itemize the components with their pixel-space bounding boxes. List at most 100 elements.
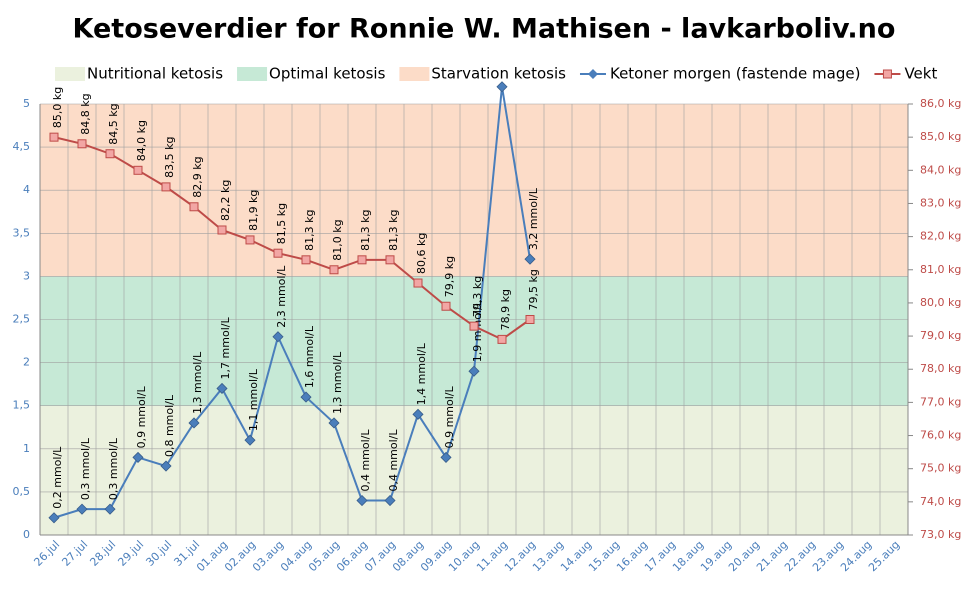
marker — [496, 81, 508, 93]
marker — [497, 334, 507, 344]
data-label: 79,9 kg — [443, 256, 456, 297]
legend-label: Ketoner morgen (fastende mage) — [610, 65, 860, 83]
marker — [412, 408, 424, 420]
band — [40, 405, 908, 535]
marker — [301, 255, 311, 265]
marker — [245, 235, 255, 245]
marker — [328, 417, 340, 429]
y2-tick-label: 77,0 kg — [920, 395, 961, 408]
legend-label: Starvation ketosis — [431, 65, 566, 83]
data-label: 2,3 mmol/L — [275, 265, 288, 328]
marker — [440, 451, 452, 463]
marker — [469, 321, 479, 331]
y-tick-label: 4 — [23, 183, 30, 196]
marker — [188, 417, 200, 429]
marker — [49, 132, 59, 142]
marker — [132, 451, 144, 463]
data-label: 1,3 mmol/L — [331, 351, 344, 414]
marker — [468, 365, 480, 377]
data-label: 82,2 kg — [219, 180, 232, 221]
data-label: 78,9 kg — [499, 289, 512, 330]
x-tick-label: 28.jul — [87, 538, 118, 569]
x-tick-label: 25.aug — [866, 538, 902, 574]
data-label: 81,3 kg — [303, 209, 316, 250]
data-label: 85,0 kg — [51, 87, 64, 128]
y2-tick-label: 75,0 kg — [920, 462, 961, 475]
data-label: 0,2 mmol/L — [51, 446, 64, 509]
data-label: 0,8 mmol/L — [163, 394, 176, 457]
y2-tick-label: 79,0 kg — [920, 329, 961, 342]
y2-tick-label: 82,0 kg — [920, 230, 961, 243]
legend-swatch — [399, 67, 430, 81]
y2-tick-label: 76,0 kg — [920, 429, 961, 442]
marker — [357, 255, 367, 265]
marker — [133, 165, 143, 175]
data-label: 79,5 kg — [527, 269, 540, 310]
marker — [48, 512, 60, 524]
y2-tick-label: 84,0 kg — [920, 163, 961, 176]
data-label: 1,6 mmol/L — [303, 325, 316, 388]
x-tick-label: 27.jul — [59, 538, 90, 569]
data-label: 81,3 kg — [387, 209, 400, 250]
marker — [217, 225, 227, 235]
data-label: 0,4 mmol/L — [359, 429, 372, 492]
series-line — [53, 86, 531, 519]
y2-tick-label: 81,0 kg — [920, 263, 961, 276]
data-label: 1,9 mmol/L — [471, 299, 484, 362]
marker — [385, 255, 395, 265]
y-tick-label: 0,5 — [13, 485, 31, 498]
marker — [76, 503, 88, 515]
marker — [161, 182, 171, 192]
marker — [244, 434, 256, 446]
legend-marker — [882, 69, 892, 79]
marker — [160, 460, 172, 472]
data-label: 84,8 kg — [79, 93, 92, 134]
y2-tick-label: 78,0 kg — [920, 362, 961, 375]
chart-title: Ketoseverdier for Ronnie W. Mathisen - l… — [73, 14, 896, 45]
marker — [441, 301, 451, 311]
data-label: 81,3 kg — [359, 209, 372, 250]
y2-tick-label: 73,0 kg — [920, 528, 961, 541]
data-label: 0,4 mmol/L — [387, 429, 400, 492]
marker — [413, 278, 423, 288]
legend-label: Vekt — [904, 65, 937, 83]
series-line — [53, 136, 531, 341]
marker — [356, 494, 368, 507]
y-tick-label: 4,5 — [13, 140, 31, 153]
x-tick-label: 26.jul — [31, 538, 62, 569]
data-label: 82,9 kg — [191, 156, 204, 197]
y2-tick-label: 85,0 kg — [920, 130, 961, 143]
marker — [525, 315, 535, 324]
data-label: 84,5 kg — [107, 103, 120, 144]
y2-tick-label: 83,0 kg — [920, 196, 961, 209]
marker — [189, 202, 199, 212]
marker — [77, 139, 87, 149]
y-tick-label: 2,5 — [13, 313, 31, 326]
marker — [272, 331, 284, 343]
data-label: 83,5 kg — [163, 137, 176, 178]
y-tick-label: 5 — [23, 97, 30, 110]
data-label: 1,1 mmol/L — [247, 368, 260, 431]
x-tick-label: 29.jul — [115, 538, 146, 569]
y-tick-label: 2 — [23, 356, 30, 369]
legend-label: Optimal ketosis — [269, 65, 386, 83]
legend-swatch — [55, 67, 85, 81]
y2-tick-label: 86,0 kg — [920, 97, 961, 110]
legend-swatch — [237, 67, 268, 81]
data-label: 80,6 kg — [415, 233, 428, 274]
data-label: 1,7 mmol/L — [219, 317, 232, 380]
marker — [300, 391, 312, 403]
marker — [384, 494, 396, 507]
data-label: 1,4 mmol/L — [415, 342, 428, 405]
marker — [105, 149, 115, 159]
data-label: 0,9 mmol/L — [443, 386, 456, 449]
legend-marker — [587, 69, 598, 79]
data-label: 81,5 kg — [275, 203, 288, 244]
data-label: 0,9 mmol/L — [135, 386, 148, 449]
marker — [329, 265, 339, 275]
y-tick-label: 3 — [23, 269, 30, 282]
y2-tick-label: 80,0 kg — [920, 296, 961, 309]
x-tick-label: 30.jul — [143, 538, 174, 569]
data-label: 0,3 mmol/L — [79, 437, 92, 500]
marker — [216, 382, 228, 395]
